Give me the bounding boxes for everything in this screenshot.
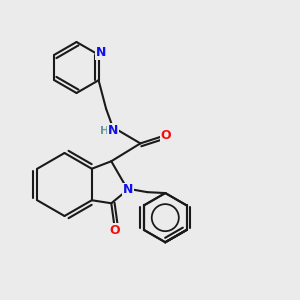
Text: N: N (108, 124, 118, 137)
Text: N: N (123, 183, 133, 196)
Text: O: O (110, 224, 120, 237)
Text: N: N (96, 46, 106, 59)
Text: H: H (100, 125, 109, 136)
Text: O: O (160, 129, 171, 142)
